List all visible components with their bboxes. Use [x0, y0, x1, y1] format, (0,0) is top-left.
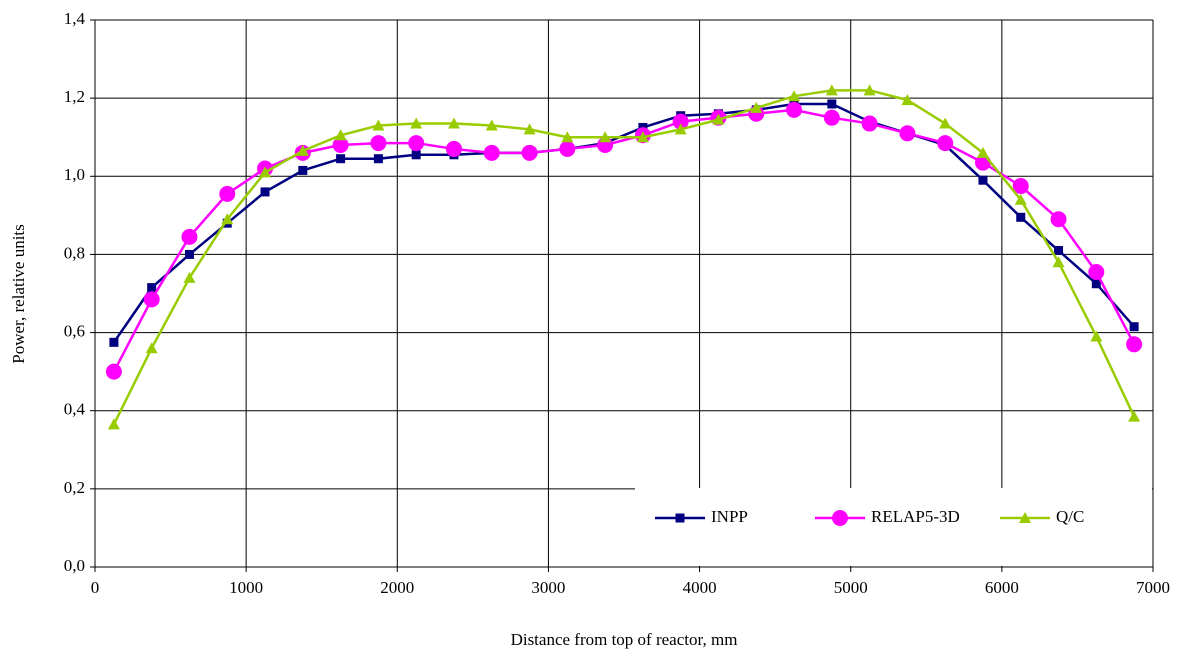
data-point — [861, 115, 878, 132]
series-line — [112, 89, 1136, 425]
data-point — [1128, 410, 1141, 422]
y-tick-label: 0,8 — [64, 243, 85, 262]
x-tick-label: 4000 — [683, 578, 717, 597]
data-point — [523, 123, 536, 135]
data-point — [143, 291, 160, 308]
y-tick-label: 1,0 — [64, 165, 85, 184]
data-point — [485, 119, 498, 131]
data-point — [712, 113, 725, 125]
data-point — [561, 131, 574, 143]
x-tick-label: 6000 — [985, 578, 1019, 597]
data-point — [296, 144, 309, 156]
data-point — [408, 135, 425, 152]
data-point — [939, 117, 952, 129]
y-tick-label: 0,0 — [64, 556, 85, 575]
data-point — [901, 94, 914, 106]
data-point — [332, 137, 349, 154]
data-point — [298, 165, 308, 175]
legend-label: INPP — [711, 507, 748, 526]
data-point — [1090, 330, 1103, 342]
series-line — [112, 102, 1136, 344]
data-point — [899, 125, 916, 142]
y-tick-label: 0,6 — [64, 321, 85, 340]
data-point — [447, 117, 460, 129]
x-axis-label: Distance from top of reactor, mm — [511, 630, 738, 649]
x-tick-label: 7000 — [1136, 578, 1170, 597]
data-point — [1088, 264, 1105, 281]
data-point — [219, 185, 236, 202]
x-tick-label: 5000 — [834, 578, 868, 597]
legend-marker — [832, 510, 848, 526]
data-point — [1091, 279, 1101, 289]
data-point — [1054, 246, 1064, 256]
data-point — [410, 117, 423, 129]
y-axis-label: Power, relative units — [9, 224, 28, 364]
x-tick-label: 0 — [91, 578, 100, 597]
data-point — [786, 101, 803, 118]
data-point — [976, 146, 989, 158]
legend-label: Q/C — [1056, 507, 1084, 526]
y-tick-label: 1,4 — [64, 9, 86, 28]
data-point — [147, 283, 157, 293]
legend-marker — [1019, 512, 1031, 523]
data-point — [184, 249, 194, 259]
data-point — [145, 342, 158, 354]
data-point — [1052, 256, 1065, 268]
data-point — [372, 119, 385, 131]
y-tick-label: 0,4 — [64, 400, 86, 419]
data-point — [1126, 336, 1143, 353]
data-point — [1014, 193, 1027, 205]
data-point — [559, 140, 576, 157]
data-point — [221, 213, 234, 225]
data-point — [521, 144, 538, 161]
data-point — [373, 154, 383, 164]
data-point — [863, 84, 876, 96]
data-point — [336, 154, 346, 164]
data-point — [823, 109, 840, 126]
data-point — [825, 84, 838, 96]
legend-label: RELAP5-3D — [871, 507, 960, 526]
data-point — [1129, 322, 1139, 332]
data-point — [827, 99, 837, 109]
data-point — [1050, 211, 1067, 228]
data-point — [1016, 212, 1026, 222]
data-point — [260, 187, 270, 197]
data-point — [370, 135, 387, 152]
data-point — [334, 129, 347, 141]
data-point — [937, 135, 954, 152]
data-point — [181, 228, 198, 245]
x-tick-label: 3000 — [531, 578, 565, 597]
y-tick-label: 0,2 — [64, 478, 85, 497]
data-point — [107, 418, 120, 430]
data-point — [183, 271, 196, 283]
data-point — [105, 363, 122, 380]
data-point — [259, 166, 272, 178]
data-point — [109, 337, 119, 347]
data-point — [978, 175, 988, 185]
y-tick-label: 1,2 — [64, 87, 85, 106]
legend-marker — [675, 513, 685, 523]
x-tick-label: 1000 — [229, 578, 263, 597]
x-tick-label: 2000 — [380, 578, 414, 597]
data-point — [672, 113, 689, 130]
data-point — [788, 90, 801, 102]
legend-box — [635, 488, 1152, 566]
data-point — [750, 101, 763, 113]
data-point — [674, 123, 687, 135]
data-point — [599, 131, 612, 143]
data-point — [411, 150, 421, 160]
data-point — [483, 144, 500, 161]
data-point — [1012, 178, 1029, 195]
data-point — [636, 131, 649, 143]
data-point — [445, 140, 462, 157]
